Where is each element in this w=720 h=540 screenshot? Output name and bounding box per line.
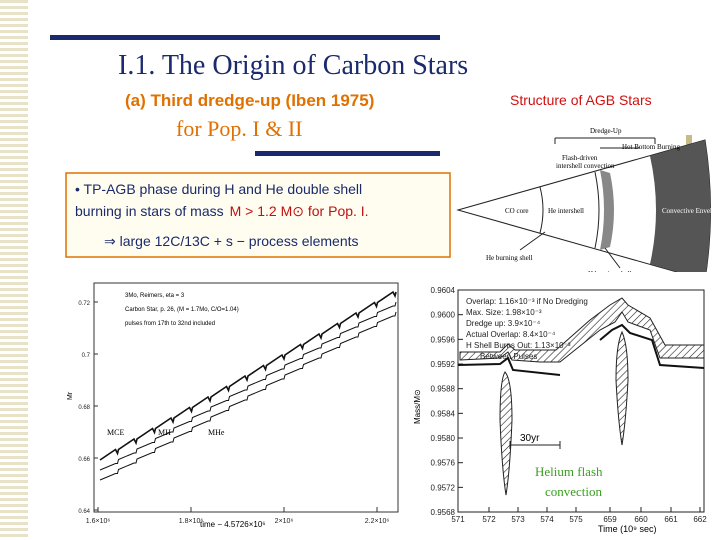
y-label: Mass/M⊙	[413, 389, 422, 424]
x-label: time − 4.5726×10⁶	[200, 520, 266, 529]
shell-band	[459, 297, 705, 363]
subtitle: (a) Third dredge-up (Iben 1975)	[125, 91, 374, 110]
label: Convective Envelope	[662, 207, 720, 215]
curve	[99, 311, 397, 481]
curve	[99, 290, 397, 461]
left-axes	[93, 282, 399, 513]
label: He intershell	[548, 207, 584, 215]
note: Carbon Star, p. 26, (M = 1.7Mo, C/O=1.04…	[125, 307, 239, 313]
left-plot-bg	[60, 270, 405, 532]
info-box	[65, 172, 451, 258]
curve-label: MH	[158, 428, 171, 437]
label: Dredge-Up	[590, 127, 622, 135]
y-tick-label: 0.9592	[431, 360, 456, 369]
title: I.1. The Origin of Carbon Stars	[118, 50, 468, 81]
box-text: ⇒ large 12C/13C + s − process elements	[104, 233, 359, 249]
x-tick-label: 2×10⁶	[275, 518, 294, 525]
interval-marker	[509, 441, 561, 449]
right-plot-bg	[410, 272, 710, 536]
box-text: M > 1.2 M⊙ for Pop. I.	[230, 203, 369, 219]
box-text: • TP-AGB phase during H and He double sh…	[75, 181, 362, 197]
interval: 30yr	[520, 433, 540, 444]
x-tick-label: 575	[569, 515, 583, 524]
side-stripes	[0, 0, 28, 540]
legend-text: H Shell Burns Out: 1.13×10⁻³	[466, 341, 571, 350]
label: intershell convection	[556, 162, 615, 170]
y-tick-label: 0.9604	[431, 286, 456, 295]
note: 3Mo, Reimers, eta = 3	[125, 293, 185, 299]
curve-label: MHe	[208, 428, 225, 437]
top-bar	[50, 35, 440, 40]
caption: Structure of AGB Stars	[510, 92, 652, 108]
x-tick-label: 661	[664, 515, 678, 524]
box-text: burning in stars of mass M > 1.2 M⊙ for P…	[75, 203, 369, 219]
label: CO core	[505, 207, 529, 215]
curve-label: MCE	[107, 428, 124, 437]
structure-diagram: CO core He intershell Convective Envelop…	[456, 127, 720, 281]
shell-line	[457, 323, 705, 376]
y-tick-label: 0.68	[78, 405, 90, 411]
y-tick-label: 0.66	[78, 457, 90, 463]
annotation: convection	[545, 484, 603, 499]
x-tick-label: 659	[603, 515, 617, 524]
label: He burning shell	[486, 254, 533, 262]
x-label: Time (10⁹ sec)	[598, 524, 657, 534]
y-tick-label: 0.7	[82, 353, 91, 359]
y-tick-label: 0.9568	[431, 508, 456, 517]
x-tick-label: 1.8×10⁶	[179, 518, 204, 525]
y-label: Mr	[67, 391, 74, 400]
y-tick-label: 0.9576	[431, 459, 456, 468]
x-tick-label: 571	[451, 515, 465, 524]
y-tick-label: 0.9600	[431, 311, 456, 320]
legend-text: Overlap: 1.16×10⁻³ if No Dredging	[466, 297, 588, 306]
flash-lobe	[615, 330, 629, 446]
y-tick-label: 0.9588	[431, 385, 456, 394]
x-tick-label: 574	[540, 515, 554, 524]
x-tick-label: 573	[511, 515, 525, 524]
mid-bar	[255, 151, 440, 156]
legend-text: Max. Size: 1.98×10⁻³	[466, 308, 542, 317]
flash-lobe	[499, 371, 513, 496]
legend-text: Actual Overlap: 8.4×10⁻⁴	[466, 330, 556, 339]
x-tick-label: 660	[634, 515, 648, 524]
curve	[99, 301, 397, 471]
y-tick-label: 0.9572	[431, 483, 456, 492]
y-tick-label: 0.9596	[431, 335, 456, 344]
y-tick-label: 0.72	[78, 301, 90, 307]
note: pulses from 17th to 32nd included	[125, 321, 215, 327]
legend-text: Between Pulses	[480, 352, 537, 361]
annotation: Helium flash	[535, 464, 603, 479]
y-tick-label: 0.9584	[431, 409, 456, 418]
subtitle: for Pop. I & II	[176, 116, 302, 141]
x-tick-label: 2.2×10⁶	[365, 518, 390, 525]
legend-text: Dredge up: 3.9×10⁻⁴	[466, 319, 541, 328]
y-tick-label: 0.9580	[431, 434, 456, 443]
x-tick-label: 662	[693, 515, 707, 524]
label: Hot Bottom Burning	[622, 143, 680, 151]
right-axes	[457, 289, 705, 513]
box-text: burning in stars of mass	[75, 203, 224, 219]
y-tick-label: 0.64	[78, 509, 90, 515]
x-tick-label: 572	[482, 515, 496, 524]
x-tick-label: 1.6×10⁶	[86, 518, 111, 525]
label: Flash-driven	[562, 154, 598, 162]
